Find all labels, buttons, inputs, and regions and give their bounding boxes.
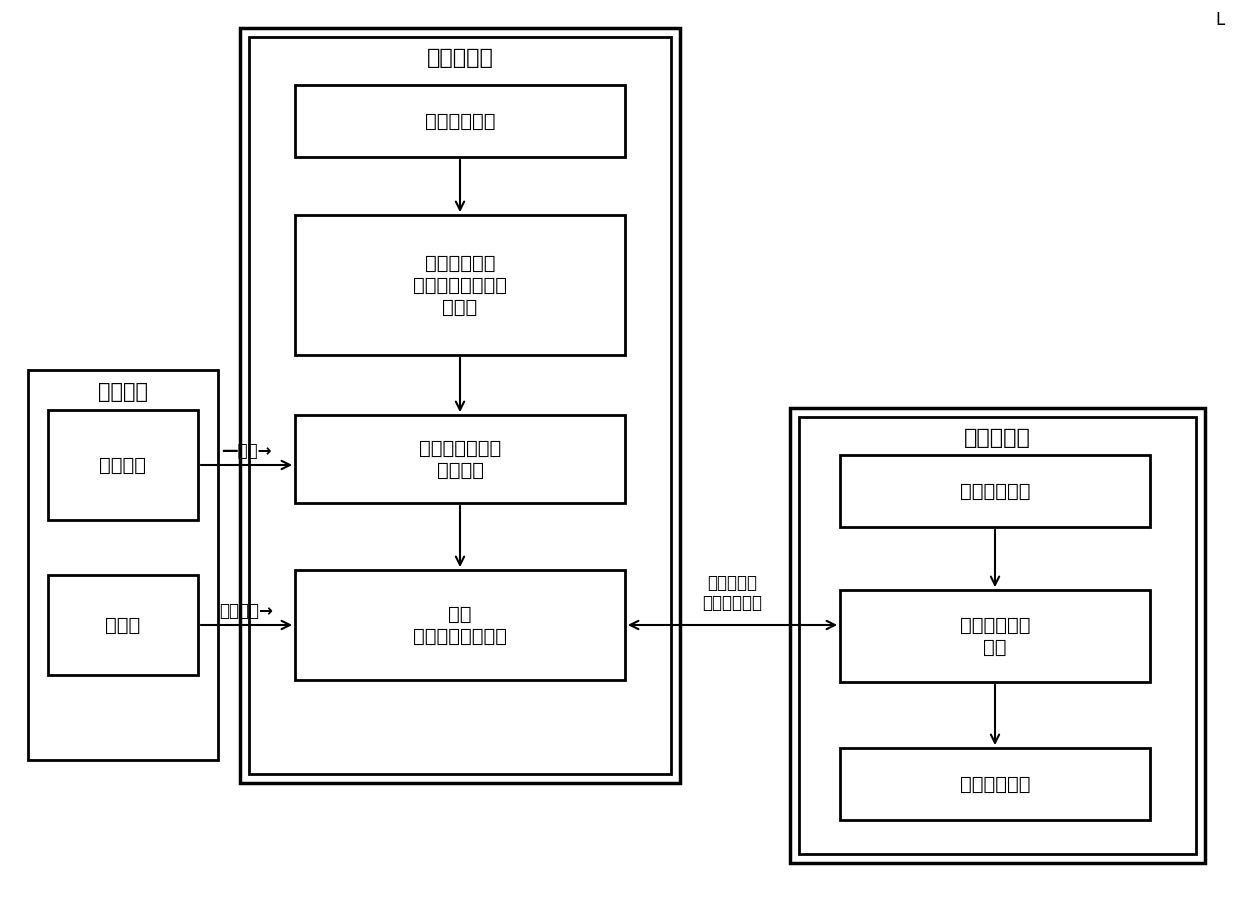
Bar [839, 455, 1149, 527]
Bar [249, 37, 671, 774]
Text: 计算从因子
获取业务数据: 计算从因子 获取业务数据 [703, 573, 763, 612]
Bar [839, 748, 1149, 820]
Bar [241, 28, 680, 783]
Text: 风险监控计算
服务: 风险监控计算 服务 [960, 615, 1030, 657]
Text: 因子服务器: 因子服务器 [427, 48, 494, 68]
Text: L: L [1215, 11, 1225, 29]
Bar [29, 370, 218, 760]
Bar [295, 85, 625, 157]
Bar [48, 575, 198, 675]
Bar [295, 570, 625, 680]
Text: 增量同步→: 增量同步→ [219, 602, 274, 620]
Text: 配置信息加载: 配置信息加载 [960, 481, 1030, 500]
Text: 计算结果推送: 计算结果推送 [960, 775, 1030, 794]
Text: 向消息中心订阅
业务数据: 向消息中心订阅 业务数据 [419, 439, 501, 479]
Text: 计算服务器: 计算服务器 [963, 428, 1030, 448]
Text: 加载配置信息: 加载配置信息 [425, 111, 495, 130]
Text: —订阅→: —订阅→ [221, 442, 272, 460]
Text: 加载交易系统
业务数据到内存的
因子上: 加载交易系统 业务数据到内存的 因子上 [413, 254, 507, 316]
Text: 消息中心: 消息中心 [99, 456, 146, 475]
Bar [799, 417, 1197, 854]
Text: 流水表: 流水表 [105, 615, 140, 634]
Bar [48, 410, 198, 520]
Text: 更新
风控因子业务数据: 更新 风控因子业务数据 [413, 604, 507, 645]
Text: 交易系统: 交易系统 [98, 382, 148, 402]
Bar [839, 590, 1149, 682]
Bar [295, 415, 625, 503]
Bar [790, 408, 1205, 863]
Bar [295, 215, 625, 355]
